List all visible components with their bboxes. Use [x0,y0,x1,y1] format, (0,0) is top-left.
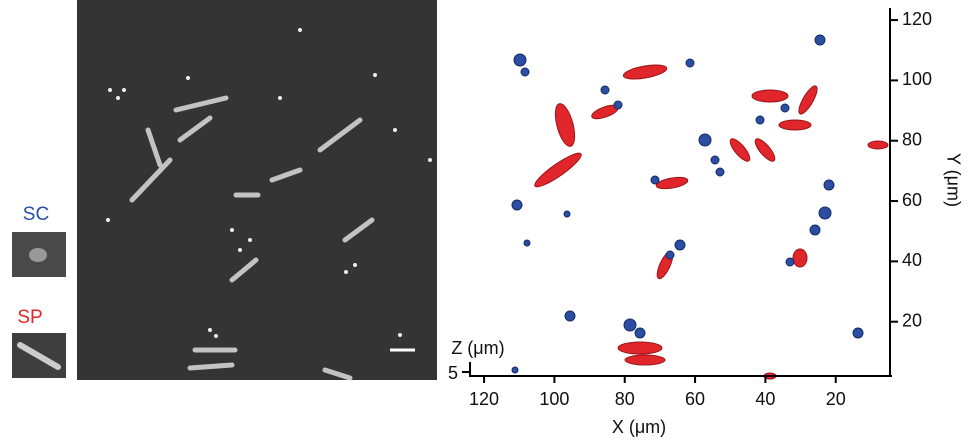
sc-spot [29,248,47,262]
y-tick-label: 40 [902,250,922,270]
z-tick-label: 5 [448,363,458,383]
micrograph [77,0,437,380]
x-tick-label: 80 [615,389,635,409]
sc-label: SC [23,204,49,225]
x-tick-label: 120 [469,389,499,409]
x-tick-label: 20 [826,389,846,409]
x-tick-label: 100 [539,389,569,409]
y-tick-label: 60 [902,190,922,210]
y-tick-label: 20 [902,310,922,330]
y-tick-label: 120 [902,9,932,29]
x-axis-label: X (μm) [612,417,666,437]
x-tick-label: 60 [685,389,705,409]
x-tick-label: 40 [755,389,775,409]
rendering [512,35,888,379]
z-axis-label: Z (μm) [451,338,504,358]
y-tick-label: 100 [902,69,932,89]
page: SC SP [0,0,968,441]
y-tick-label: 80 [902,129,922,149]
sp-label: SP [17,307,42,328]
figure: SC SP [0,0,968,441]
y-axis-label: Y (μm) [943,153,963,207]
